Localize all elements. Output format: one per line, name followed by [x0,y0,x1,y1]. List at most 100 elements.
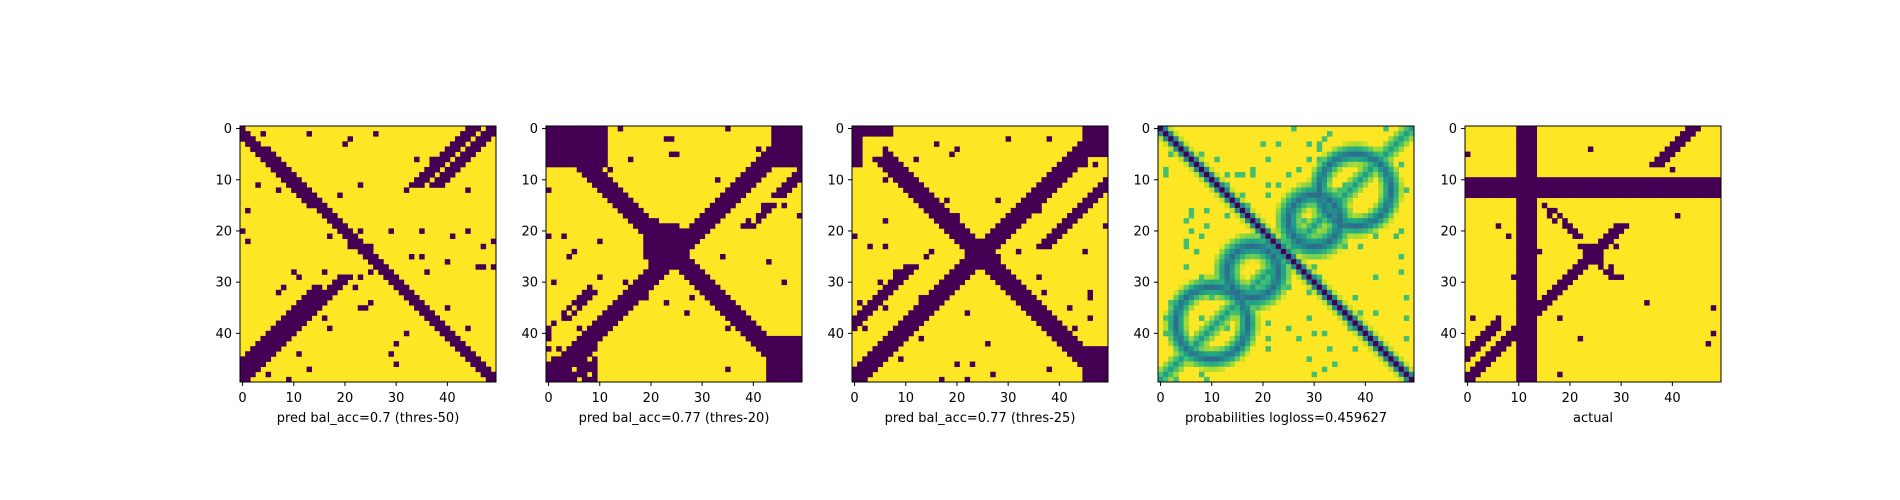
heatmap-cell [581,346,588,352]
heatmap-cell [1234,300,1241,306]
heatmap-cell [1347,187,1353,193]
heatmap-cell [1546,289,1553,296]
heatmap-cell [658,269,665,275]
heatmap-cell [576,300,583,306]
heatmap-cell [586,289,593,296]
heatmap-cell [1183,264,1190,270]
heatmap-cell [1649,182,1655,188]
heatmap-cell [306,294,313,301]
heatmap-cell [1383,182,1389,188]
heatmap-cell [1480,182,1486,188]
heatmap-cell [449,166,456,173]
heatmap-cell [556,371,562,378]
heatmap-cell [766,166,772,173]
heatmap-cell [1178,346,1184,352]
heatmap-cell [439,151,446,158]
heatmap-cell [1536,305,1543,311]
heatmap-cell [1224,213,1231,219]
heatmap-cell [1224,264,1231,270]
heatmap-cell [1041,325,1047,332]
heatmap-cell [872,366,878,373]
heatmap-cell [1209,330,1215,337]
heatmap-cell [337,228,343,234]
heatmap-cell [771,161,777,168]
heatmap-cell [1072,151,1078,158]
heatmap-cell [627,156,634,163]
heatmap-cell [964,269,971,275]
heatmap-cell [393,361,400,367]
heatmap-cell [1188,356,1195,362]
heatmap-cell [1316,161,1323,168]
heatmap-cell [286,310,292,316]
heatmap-cell [1710,330,1717,337]
heatmap-cell [1178,320,1184,327]
heatmap-cell [1239,172,1246,178]
heatmap-cell [1690,131,1696,137]
heatmap-cell [1567,182,1573,188]
heatmap-cell [643,274,649,280]
heatmap-cell [1516,177,1522,183]
heatmap-cell [1046,192,1053,199]
heatmap-cell [1500,341,1507,347]
heatmap-cell [887,335,894,342]
heatmap-cell [581,371,588,378]
heatmap-cell [455,136,461,142]
heatmap-cell [674,228,680,234]
heatmap-cell [602,172,608,178]
heatmap-cell [852,126,858,132]
heatmap-cell [1214,187,1220,193]
heatmap-cell [490,131,497,137]
heatmap-cell [1649,161,1655,168]
heatmap-cell [1234,346,1241,352]
heatmap-cell [291,172,297,178]
heatmap-cell [1097,366,1104,373]
heatmap-cell [1552,289,1558,296]
heatmap-cell [740,192,747,199]
heatmap-cell [725,202,731,209]
heatmap-cell [771,126,777,132]
heatmap-cell [429,172,435,178]
heatmap-cell [1613,228,1619,234]
heatmap-cell [1067,156,1073,163]
heatmap-cell [857,320,863,327]
heatmap-cell [1608,177,1614,183]
heatmap-cell [1224,351,1231,357]
heatmap-cell [1234,335,1241,342]
heatmap-cell [1092,351,1099,357]
heatmap-cell [1342,238,1348,245]
heatmap-cell [419,300,425,306]
heatmap-cell [944,294,950,301]
heatmap-cell [633,207,639,214]
heatmap-cell [862,305,868,311]
heatmap-cell [1163,141,1169,147]
heatmap-cell [1311,207,1318,214]
heatmap-cell [1516,182,1522,188]
heatmap-cell [332,284,338,291]
heatmap-cell [1521,361,1527,367]
heatmap-cell [638,279,644,286]
heatmap-cell [1505,187,1512,193]
heatmap-cell [1311,223,1318,229]
heatmap-cell [887,166,894,173]
heatmap-cell [1239,315,1246,321]
heatmap-cell [1301,248,1307,255]
heatmap-cell [969,361,976,367]
heatmap-cell [1342,156,1348,163]
heatmap-cell [470,126,476,132]
heatmap-cell [627,213,634,219]
heatmap-cell [311,289,318,296]
heatmap-cell [663,259,670,265]
heatmap-cell [1495,320,1502,327]
heatmap-cell [786,177,793,183]
heatmap-cell [1531,346,1538,352]
heatmap-cell [571,356,578,362]
heatmap-cell [1465,376,1471,383]
heatmap-cell [1393,202,1399,209]
heatmap-cell [592,330,598,337]
heatmap-cell [480,243,487,250]
heatmap-cell [1393,187,1399,193]
heatmap-cell [1046,172,1053,178]
heatmap-cell [766,356,772,362]
heatmap-cell [939,284,945,291]
heatmap-cell [771,356,777,362]
